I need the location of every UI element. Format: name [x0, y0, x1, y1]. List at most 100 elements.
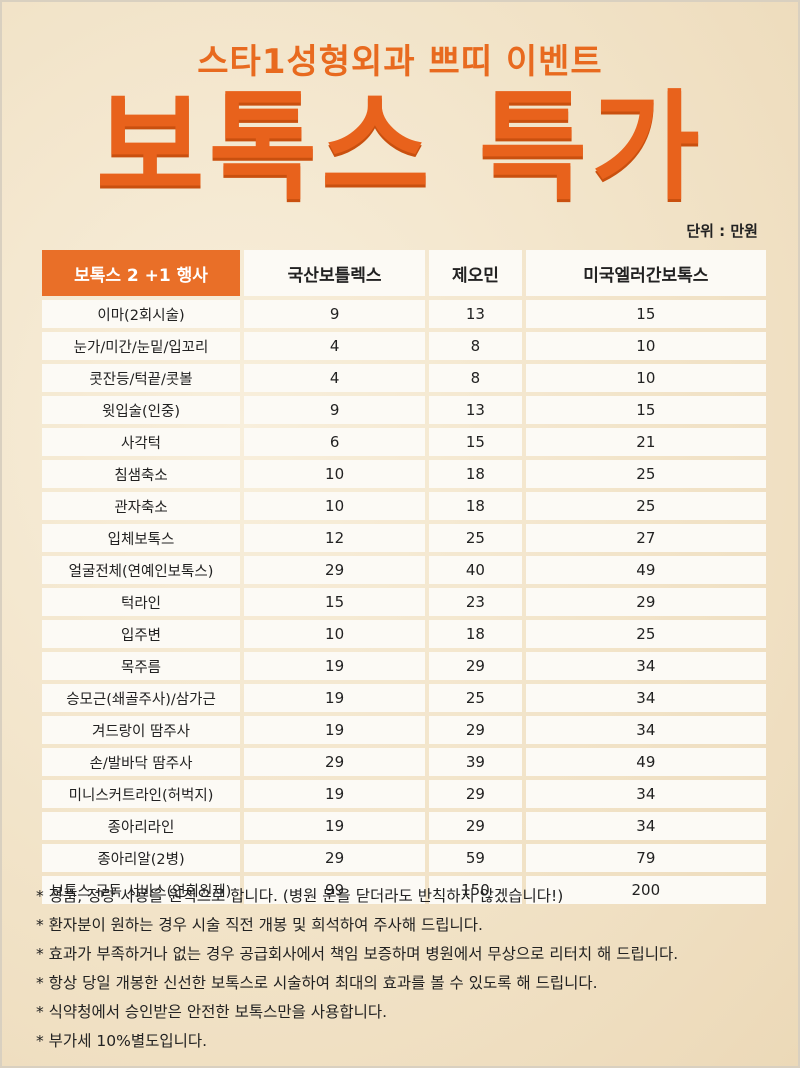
procedure-name-cell: 보톡스 구독 서비스(연회원제) [42, 876, 240, 904]
domestic-price-cell: 29 [244, 556, 426, 584]
domestic-price-cell: 19 [244, 684, 426, 712]
domestic-price-cell: 10 [244, 620, 426, 648]
event-subtitle: 스타1성형외과 쁘띠 이벤트 [197, 42, 603, 82]
procedure-name-cell: 사각턱 [42, 428, 240, 456]
event-title: 보톡스 특가 [96, 78, 704, 216]
domestic-price-cell: 4 [244, 364, 426, 392]
price-table: 보톡스 2 +1 행사 국산보틀렉스 제오민 미국엘러간보톡스 이마(2회시술)… [38, 246, 770, 908]
domestic-price-cell: 9 [244, 300, 426, 328]
allergan-price-cell: 21 [525, 428, 766, 456]
procedure-name-cell: 미니스커트라인(허벅지) [42, 780, 240, 808]
allergan-price-cell: 49 [525, 748, 766, 776]
table-row: 윗입술(인중) 9 13 15 [42, 396, 766, 424]
allergan-price-cell: 49 [525, 556, 766, 584]
allergan-price-cell: 34 [525, 652, 766, 680]
price-unit-label: 단위 : 만원 [686, 222, 758, 240]
note-item: * 식약청에서 승인받은 안전한 보톡스만을 사용합니다. [36, 1003, 388, 1021]
procedure-name-cell: 입체보톡스 [42, 524, 240, 552]
xeomin-price-cell: 25 [429, 684, 522, 712]
allergan-price-cell: 25 [525, 492, 766, 520]
allergan-price-cell: 10 [525, 332, 766, 360]
xeomin-price-cell: 13 [429, 396, 522, 424]
allergan-price-cell: 34 [525, 780, 766, 808]
procedure-name-cell: 침샘축소 [42, 460, 240, 488]
xeomin-price-cell: 8 [429, 332, 522, 360]
xeomin-price-cell: 25 [429, 524, 522, 552]
domestic-price-cell: 29 [244, 748, 426, 776]
note-item: * 효과가 부족하거나 없는 경우 공급회사에서 책임 보증하며 병원에서 무상… [36, 945, 679, 963]
xeomin-price-cell: 13 [429, 300, 522, 328]
procedure-name-cell: 관자축소 [42, 492, 240, 520]
table-row: 목주름 19 29 34 [42, 652, 766, 680]
xeomin-price-cell: 23 [429, 588, 522, 616]
allergan-price-cell: 79 [525, 844, 766, 872]
procedure-name-cell: 종아리알(2병) [42, 844, 240, 872]
allergan-price-cell: 15 [525, 300, 766, 328]
procedure-name-cell: 승모근(쇄골주사)/삼가근 [42, 684, 240, 712]
table-row: 미니스커트라인(허벅지) 19 29 34 [42, 780, 766, 808]
table-row: 턱라인 15 23 29 [42, 588, 766, 616]
procedure-name-cell: 턱라인 [42, 588, 240, 616]
allergan-price-cell: 25 [525, 620, 766, 648]
table-row: 관자축소 10 18 25 [42, 492, 766, 520]
procedure-name-cell: 겨드랑이 땀주사 [42, 716, 240, 744]
procedure-name-cell: 손/발바닥 땀주사 [42, 748, 240, 776]
domestic-price-cell: 10 [244, 460, 426, 488]
column-header-event: 보톡스 2 +1 행사 [42, 250, 240, 296]
note-item: * 환자분이 원하는 경우 시술 직전 개봉 및 희석하여 주사해 드립니다. [36, 916, 483, 934]
table-row: 눈가/미간/눈밑/입꼬리 4 8 10 [42, 332, 766, 360]
domestic-price-cell: 19 [244, 780, 426, 808]
table-row: 이마(2회시술) 9 13 15 [42, 300, 766, 328]
domestic-price-cell: 15 [244, 588, 426, 616]
xeomin-price-cell: 29 [429, 812, 522, 840]
table-row: 종아리알(2병) 29 59 79 [42, 844, 766, 872]
procedure-name-cell: 목주름 [42, 652, 240, 680]
xeomin-price-cell: 150 [429, 876, 522, 904]
allergan-price-cell: 15 [525, 396, 766, 424]
table-row: 침샘축소 10 18 25 [42, 460, 766, 488]
xeomin-price-cell: 59 [429, 844, 522, 872]
domestic-price-cell: 19 [244, 652, 426, 680]
table-row: 얼굴전체(연예인보톡스) 29 40 49 [42, 556, 766, 584]
table-header-row: 보톡스 2 +1 행사 국산보틀렉스 제오민 미국엘러간보톡스 [42, 250, 766, 296]
procedure-name-cell: 윗입술(인중) [42, 396, 240, 424]
table-row: 콧잔등/턱끝/콧볼 4 8 10 [42, 364, 766, 392]
note-item: * 항상 당일 개봉한 신선한 보톡스로 시술하여 최대의 효과를 볼 수 있도… [36, 974, 598, 992]
table-row: 사각턱 6 15 21 [42, 428, 766, 456]
xeomin-price-cell: 29 [429, 716, 522, 744]
table-row: 손/발바닥 땀주사 29 39 49 [42, 748, 766, 776]
domestic-price-cell: 29 [244, 844, 426, 872]
domestic-price-cell: 12 [244, 524, 426, 552]
domestic-price-cell: 19 [244, 812, 426, 840]
allergan-price-cell: 200 [525, 876, 766, 904]
note-item: * 부가세 10%별도입니다. [36, 1032, 208, 1050]
xeomin-price-cell: 40 [429, 556, 522, 584]
allergan-price-cell: 34 [525, 812, 766, 840]
allergan-price-cell: 10 [525, 364, 766, 392]
procedure-name-cell: 입주변 [42, 620, 240, 648]
xeomin-price-cell: 39 [429, 748, 522, 776]
xeomin-price-cell: 18 [429, 620, 522, 648]
xeomin-price-cell: 29 [429, 780, 522, 808]
table-row: 승모근(쇄골주사)/삼가근 19 25 34 [42, 684, 766, 712]
procedure-name-cell: 얼굴전체(연예인보톡스) [42, 556, 240, 584]
table-row: 입주변 10 18 25 [42, 620, 766, 648]
column-header-domestic-botox: 국산보틀렉스 [244, 250, 426, 296]
table-row: 종아리라인 19 29 34 [42, 812, 766, 840]
table-row: 겨드랑이 땀주사 19 29 34 [42, 716, 766, 744]
note-item: * 정품, 정량 사용을 원칙으로 합니다. (병원 문을 닫더라도 반칙하지 … [36, 887, 564, 905]
xeomin-price-cell: 18 [429, 460, 522, 488]
column-header-allergan-botox: 미국엘러간보톡스 [525, 250, 766, 296]
domestic-price-cell: 6 [244, 428, 426, 456]
procedure-name-cell: 종아리라인 [42, 812, 240, 840]
domestic-price-cell: 19 [244, 716, 426, 744]
domestic-price-cell: 99 [244, 876, 426, 904]
procedure-name-cell: 눈가/미간/눈밑/입꼬리 [42, 332, 240, 360]
xeomin-price-cell: 15 [429, 428, 522, 456]
allergan-price-cell: 25 [525, 460, 766, 488]
notes-list: * 정품, 정량 사용을 원칙으로 합니다. (병원 문을 닫더라도 반칙하지 … [36, 882, 776, 1056]
procedure-name-cell: 이마(2회시술) [42, 300, 240, 328]
column-header-xeomin: 제오민 [429, 250, 522, 296]
xeomin-price-cell: 8 [429, 364, 522, 392]
